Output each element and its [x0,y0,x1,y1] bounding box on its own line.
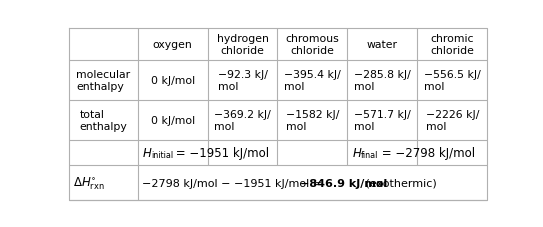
Text: chromic
chloride: chromic chloride [430,34,474,56]
Text: $H$: $H$ [352,146,363,159]
Text: = −2798 kJ/mol: = −2798 kJ/mol [377,146,475,159]
Text: molecular
enthalpy: molecular enthalpy [77,70,130,92]
Text: water: water [367,40,398,50]
Text: −846.9 kJ/mol: −846.9 kJ/mol [300,178,388,188]
Text: hydrogen
chloride: hydrogen chloride [217,34,268,56]
Text: −571.7 kJ/
mol: −571.7 kJ/ mol [354,110,411,131]
Text: final: final [361,151,378,159]
Text: chromous
chloride: chromous chloride [286,34,339,56]
Text: −369.2 kJ/
mol: −369.2 kJ/ mol [214,110,271,131]
Text: −395.4 kJ/
mol: −395.4 kJ/ mol [284,70,341,92]
Text: (exothermic): (exothermic) [362,178,437,188]
Text: −285.8 kJ/
mol: −285.8 kJ/ mol [354,70,411,92]
Text: $H$: $H$ [142,146,153,159]
Text: $\Delta H^{\circ}_{\mathrm{rxn}}$: $\Delta H^{\circ}_{\mathrm{rxn}}$ [73,175,104,191]
Text: −92.3 kJ/
mol: −92.3 kJ/ mol [218,70,267,92]
Text: −2226 kJ/
mol: −2226 kJ/ mol [426,110,479,131]
Text: initial: initial [151,151,174,159]
Text: −1582 kJ/
mol: −1582 kJ/ mol [286,110,339,131]
Text: 0 kJ/mol: 0 kJ/mol [150,116,194,126]
Text: oxygen: oxygen [153,40,192,50]
Text: −556.5 kJ/
mol: −556.5 kJ/ mol [424,70,481,92]
Text: 0 kJ/mol: 0 kJ/mol [150,76,194,86]
Text: total
enthalpy: total enthalpy [80,110,128,131]
Text: = −1951 kJ/mol: = −1951 kJ/mol [172,146,269,159]
Text: −2798 kJ/mol − −1951 kJ/mol =: −2798 kJ/mol − −1951 kJ/mol = [142,178,325,188]
